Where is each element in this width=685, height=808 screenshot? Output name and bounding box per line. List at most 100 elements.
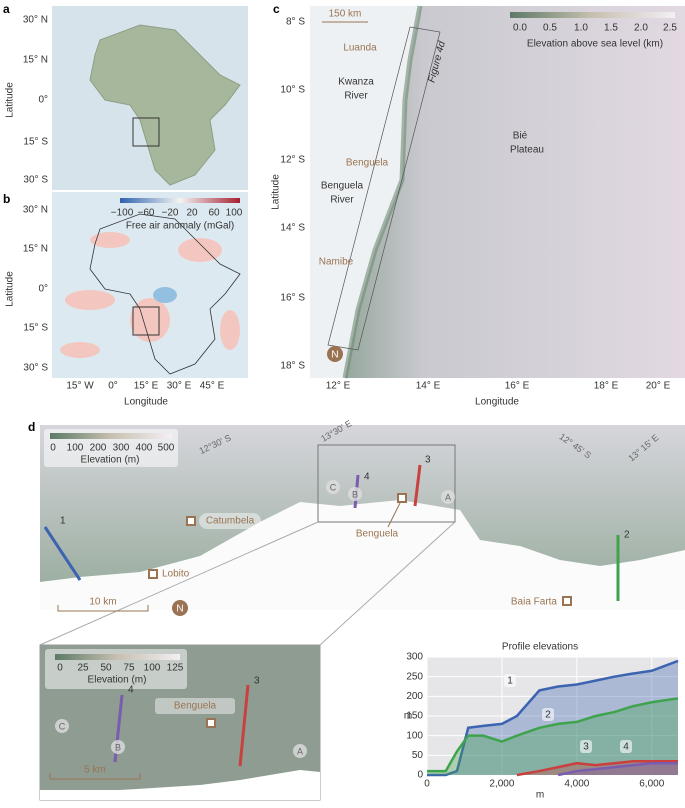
anomaly-blobs bbox=[60, 232, 240, 358]
inset-guide bbox=[319, 521, 456, 646]
africa-outline bbox=[89, 213, 241, 375]
scale-label: 150 km bbox=[329, 9, 362, 20]
place-label: River bbox=[344, 91, 368, 102]
place-label: Catumbela bbox=[206, 516, 255, 527]
lat-label: 30° N bbox=[23, 15, 48, 26]
point-label: B bbox=[115, 742, 121, 752]
lon-label: 30° E bbox=[167, 381, 192, 392]
lat-label: 12° S bbox=[280, 155, 305, 166]
town-marker bbox=[562, 596, 572, 606]
colorbar-label: Free air anomaly (mGal) bbox=[126, 221, 234, 232]
colorbar-tick: 50 bbox=[100, 663, 112, 674]
series-label: 2 bbox=[545, 710, 551, 721]
x-tick-label: 0 bbox=[424, 779, 430, 790]
point-label: C bbox=[330, 482, 337, 492]
profile-line bbox=[238, 684, 250, 767]
profile-label: 3 bbox=[425, 455, 431, 466]
x-tick-label: 4,000 bbox=[564, 779, 589, 790]
town-marker bbox=[206, 718, 216, 728]
lat-label: 16° S bbox=[280, 293, 305, 304]
point-marker bbox=[55, 719, 69, 733]
colorbar-tick: −60 bbox=[138, 208, 155, 219]
panel-letter: a bbox=[3, 2, 10, 16]
lat-label: 15° S bbox=[23, 323, 48, 334]
lat-label: 15° N bbox=[23, 55, 48, 66]
place-label: Kwanza bbox=[338, 77, 374, 88]
colorbar-tick: 100 bbox=[67, 443, 84, 454]
place-label: Lobito bbox=[162, 569, 190, 580]
town-marker bbox=[186, 516, 196, 526]
profile-strip bbox=[327, 26, 441, 351]
lat-label: 0° bbox=[38, 284, 48, 295]
colorbar-label: Elevation (m) bbox=[81, 455, 140, 466]
lat-label: 15° S bbox=[23, 137, 48, 148]
y-tick-label: 150 bbox=[406, 711, 423, 722]
point-marker bbox=[326, 480, 340, 494]
line bbox=[427, 697, 679, 773]
x-tick-label: 6,000 bbox=[639, 779, 664, 790]
colorbar-tick: 200 bbox=[90, 443, 107, 454]
colorbar-tick: 1.0 bbox=[574, 23, 588, 34]
colorbar-tick: 2.5 bbox=[663, 23, 677, 34]
place-label: Namibe bbox=[319, 257, 354, 268]
lat-label: 15° N bbox=[23, 244, 48, 255]
point-marker bbox=[111, 740, 125, 754]
scale-bar bbox=[57, 605, 149, 612]
colorbar-tick: 25 bbox=[77, 663, 89, 674]
lat-label: 30° S bbox=[23, 363, 48, 374]
africa bbox=[89, 24, 241, 186]
place-label: Benguela bbox=[346, 158, 389, 169]
profile-label: 2 bbox=[624, 530, 630, 541]
colorbar bbox=[50, 433, 172, 439]
lat-label: 8° S bbox=[286, 17, 305, 28]
lon-label: 15° E bbox=[134, 381, 159, 392]
lon-label: 16° E bbox=[505, 381, 530, 392]
y-tick-label: 100 bbox=[406, 730, 423, 741]
colorbar-tick: 100 bbox=[144, 663, 161, 674]
colorbar-tick: 20 bbox=[186, 208, 198, 219]
lat-label: 18° S bbox=[280, 361, 305, 372]
y-tick-label: 300 bbox=[406, 652, 423, 663]
sea bbox=[310, 6, 420, 378]
colorbar-tick: 1.5 bbox=[604, 23, 618, 34]
north-arrow bbox=[172, 600, 188, 616]
profile-label: 4 bbox=[364, 472, 370, 483]
north-label: N bbox=[176, 604, 183, 615]
lon-label: 0° bbox=[108, 381, 118, 392]
lat-label: 30° N bbox=[23, 205, 48, 216]
lat-label: 0° bbox=[38, 95, 48, 106]
profile-line bbox=[43, 526, 82, 581]
colorbar-tick: 400 bbox=[136, 443, 153, 454]
panel-letter: d bbox=[28, 420, 35, 434]
colorbar-tick: 125 bbox=[167, 663, 184, 674]
colorbar bbox=[120, 198, 240, 203]
inset-box bbox=[317, 444, 456, 523]
y-tick-label: 0 bbox=[417, 770, 423, 781]
series-label: 4 bbox=[623, 742, 629, 753]
profile-label: 1 bbox=[60, 516, 66, 527]
scale-label: 10 km bbox=[89, 597, 116, 608]
scale-bar bbox=[49, 773, 141, 780]
anomaly-blob bbox=[153, 287, 177, 303]
scale-label: 5 km bbox=[84, 765, 106, 776]
place-label: Plateau bbox=[510, 145, 544, 156]
town-marker bbox=[397, 493, 407, 503]
colorbar-tick: 100 bbox=[226, 208, 243, 219]
label-pill bbox=[199, 513, 261, 529]
colorbar-tick: 0.5 bbox=[543, 23, 557, 34]
place-label: Benguela bbox=[174, 701, 217, 712]
axis-label: Longitude bbox=[124, 397, 168, 408]
north-arrow bbox=[327, 346, 343, 362]
colorbar-tick: −100 bbox=[111, 208, 134, 219]
colorbar-tick: 500 bbox=[158, 443, 175, 454]
sea bbox=[40, 770, 320, 800]
lon-label: 20° E bbox=[646, 381, 671, 392]
point-label: A bbox=[445, 492, 451, 502]
axis-label: Latitude bbox=[271, 174, 282, 210]
y-tick-label: 50 bbox=[412, 750, 424, 761]
area bbox=[558, 763, 678, 775]
colorbar-tick: 2.0 bbox=[634, 23, 648, 34]
point-marker bbox=[348, 487, 362, 501]
town-marker bbox=[148, 569, 158, 579]
